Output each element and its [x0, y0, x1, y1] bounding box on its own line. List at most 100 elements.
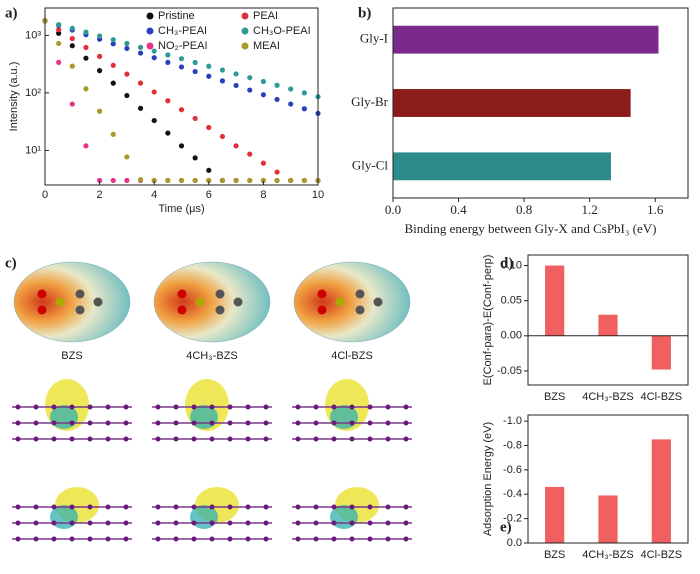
panel-label: c) — [5, 255, 17, 271]
lattice-atom — [15, 436, 21, 442]
lattice-atom — [209, 404, 215, 410]
data-point — [288, 86, 294, 92]
lattice-atom — [349, 536, 355, 542]
x-tick-label: BZS — [544, 549, 565, 561]
lattice-atom — [51, 404, 57, 410]
atom — [317, 289, 327, 299]
lattice-atom — [69, 420, 75, 426]
bar — [651, 335, 671, 370]
atom — [195, 297, 205, 307]
data-point — [301, 177, 307, 184]
lattice-atom — [367, 420, 373, 426]
lattice-atom — [263, 520, 269, 526]
plot-frame — [392, 7, 689, 199]
legend-marker — [241, 27, 249, 35]
data-point — [151, 89, 157, 95]
data-point — [124, 45, 130, 52]
data-point — [137, 50, 144, 56]
data-point — [97, 68, 103, 74]
data-point — [301, 90, 307, 96]
data-point — [219, 177, 226, 184]
data-point — [83, 143, 89, 149]
lattice-atom — [33, 420, 39, 426]
data-point — [247, 151, 253, 157]
data-point — [192, 68, 198, 75]
molecule-label: BZS — [61, 350, 82, 362]
atom — [355, 305, 365, 315]
lattice-atom — [385, 504, 391, 510]
lattice-atom — [155, 436, 161, 442]
lattice-atom — [209, 420, 215, 426]
y-tick-label: 10² — [25, 87, 41, 99]
lattice-atom — [155, 420, 161, 426]
lattice-atom — [15, 536, 21, 542]
lattice-atom — [367, 404, 373, 410]
y-tick-label: -0.2 — [503, 513, 522, 525]
lattice-atom — [209, 436, 215, 442]
data-point — [83, 86, 89, 92]
y-axis-label: Adsorption Energy (eV) — [482, 422, 494, 536]
y-tick-label: Gly-I — [360, 31, 388, 46]
lattice-atom — [69, 404, 75, 410]
data-point — [260, 160, 266, 166]
x-tick-label: 4CH₃-BZS — [582, 549, 634, 561]
lattice-atom — [385, 420, 391, 426]
lattice-atom — [191, 420, 197, 426]
molecule-label: 4CH₃-BZS — [186, 350, 238, 362]
legend-label: Pristine — [158, 10, 195, 22]
data-point — [69, 101, 75, 107]
lattice-atom — [191, 504, 197, 510]
lattice-atom — [105, 436, 111, 442]
lattice-atom — [367, 520, 373, 526]
bar — [598, 314, 618, 336]
lattice-atom — [155, 536, 161, 542]
lattice-atom — [245, 536, 251, 542]
lattice-atom — [367, 504, 373, 510]
lattice-atom — [105, 536, 111, 542]
lattice-atom — [245, 404, 251, 410]
lattice-atom — [313, 520, 319, 526]
bar — [393, 25, 659, 54]
lattice-atom — [123, 504, 129, 510]
y-tick-label: -1.0 — [503, 415, 522, 427]
data-point — [165, 59, 171, 65]
lattice-atom — [191, 536, 197, 542]
lattice-atom — [87, 420, 93, 426]
lattice-atom — [173, 420, 179, 426]
y-tick-label: Gly-Br — [351, 94, 389, 109]
legend-marker — [146, 27, 154, 35]
x-tick-label: 4Cl-BZS — [641, 549, 683, 561]
x-tick-label: 4Cl-BZS — [641, 391, 683, 403]
lattice-atom — [227, 404, 233, 410]
lattice-atom — [385, 436, 391, 442]
data-point — [233, 177, 239, 184]
lattice-atom — [173, 520, 179, 526]
data-point — [56, 30, 62, 36]
lattice-atom — [331, 404, 337, 410]
lattice-atom — [123, 436, 129, 442]
data-point — [124, 71, 130, 77]
lattice-atom — [227, 436, 233, 442]
lattice-atom — [349, 420, 355, 426]
lattice-atom — [51, 504, 57, 510]
data-point — [206, 167, 212, 173]
lattice-atom — [403, 404, 409, 410]
data-point — [83, 44, 89, 51]
x-tick-label: 1.2 — [582, 202, 598, 217]
lattice-atom — [15, 520, 21, 526]
lattice-atom — [15, 504, 21, 510]
lattice-atom — [173, 404, 179, 410]
atom — [37, 305, 47, 315]
atom — [215, 305, 225, 315]
data-point — [110, 80, 116, 86]
lattice-atom — [263, 504, 269, 510]
lattice-atom — [349, 436, 355, 442]
lattice-atom — [123, 520, 129, 526]
data-point — [137, 105, 144, 111]
y-tick-label: 10³ — [25, 29, 41, 41]
lattice-atom — [313, 504, 319, 510]
data-point — [247, 75, 253, 81]
data-point — [69, 25, 75, 31]
data-point — [274, 177, 280, 184]
